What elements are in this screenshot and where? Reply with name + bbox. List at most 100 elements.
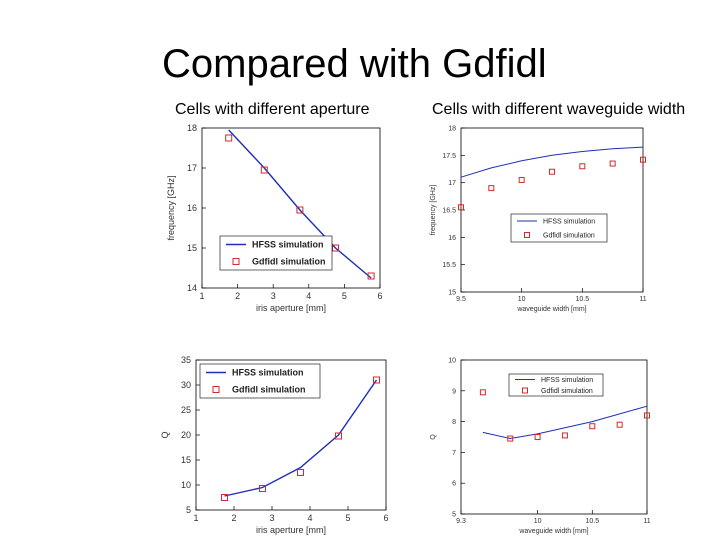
x-tick-label: 9.5 bbox=[456, 296, 466, 303]
x-tick-label: 5 bbox=[345, 513, 350, 523]
x-tick-label: 10.5 bbox=[576, 296, 590, 303]
x-tick-label: 4 bbox=[306, 291, 311, 301]
y-tick-label: 15.5 bbox=[442, 262, 456, 269]
x-tick-label: 3 bbox=[269, 513, 274, 523]
y-axis-label: Q bbox=[430, 434, 437, 440]
y-tick-label: 15 bbox=[181, 455, 191, 465]
y-tick-label: 5 bbox=[452, 511, 456, 518]
y-tick-label: 30 bbox=[181, 380, 191, 390]
chart-frequency-vs-aperture: 1 2 3 4 5 6 14 15 16 17 18 iris aperture [mm] freque… bbox=[166, 123, 383, 313]
x-tick-label: 11 bbox=[639, 296, 646, 303]
y-tick-label: 16 bbox=[448, 235, 456, 242]
y-tick-label: 16.5 bbox=[442, 207, 456, 214]
gdfidl-point bbox=[561, 432, 568, 439]
gdfidl-point bbox=[579, 163, 586, 170]
gdfidl-point bbox=[259, 485, 266, 492]
y-tick-label: 25 bbox=[181, 405, 191, 415]
gdfidl-point bbox=[549, 168, 555, 175]
gdfidl-point bbox=[458, 204, 464, 211]
y-axis-label: Q bbox=[160, 431, 170, 438]
legend-label: Gdfidl simulation bbox=[541, 388, 593, 395]
x-axis-label: waveguide width [mm] bbox=[518, 528, 588, 535]
x-tick-label: 2 bbox=[231, 513, 236, 523]
plot-frame bbox=[460, 127, 644, 293]
gdfidl-point bbox=[332, 244, 339, 252]
gdfidl-point bbox=[479, 389, 486, 396]
y-tick-label: 17.5 bbox=[442, 153, 456, 160]
chart-q-vs-waveguide: 9.3 10 10.5 11 5 6 7 8 9 10 waveguide width [mm] Q H… bbox=[430, 357, 651, 535]
legend-label: Gdfidl simulation bbox=[543, 232, 595, 239]
chart-frequency-vs-waveguide: 9.5 10 10.5 11 15 15.5 16 16.5 17 17.5 18 waveguide… bbox=[430, 125, 647, 313]
x-tick-label: 6 bbox=[383, 513, 388, 523]
x-tick-label: 11 bbox=[643, 518, 650, 525]
gdfidl-point bbox=[616, 421, 623, 428]
legend-label: HFSS simulation bbox=[252, 240, 324, 250]
hfss-series-line bbox=[228, 129, 372, 279]
y-tick-label: 10 bbox=[448, 357, 456, 364]
y-tick-label: 9 bbox=[452, 388, 456, 395]
y-tick-label: 7 bbox=[452, 450, 456, 457]
y-axis-label: frequency [GHz] bbox=[430, 185, 437, 236]
x-tick-label: 10 bbox=[534, 518, 542, 525]
hfss-series-line bbox=[224, 379, 378, 497]
legend-marker-swatch bbox=[522, 387, 528, 394]
y-tick-label: 17 bbox=[187, 163, 197, 173]
x-tick-label: 3 bbox=[271, 291, 276, 301]
legend-box bbox=[199, 363, 321, 399]
x-axis-label: iris aperture [mm] bbox=[256, 525, 326, 535]
gdfidl-point bbox=[335, 432, 342, 440]
gdfidl-point bbox=[640, 156, 646, 163]
x-tick-label: 10 bbox=[518, 296, 526, 303]
gdfidl-point bbox=[373, 376, 380, 384]
x-tick-label: 1 bbox=[193, 513, 198, 523]
x-tick-label: 1 bbox=[199, 291, 204, 301]
y-tick-label: 35 bbox=[181, 355, 191, 365]
x-tick-label: 6 bbox=[377, 291, 382, 301]
y-tick-label: 10 bbox=[181, 480, 191, 490]
x-axis-label: waveguide width [mm] bbox=[516, 306, 586, 313]
legend-marker-swatch bbox=[212, 386, 220, 393]
legend-label: HFSS simulation bbox=[543, 218, 595, 225]
x-tick-label: 2 bbox=[235, 291, 240, 301]
gdfidl-point bbox=[296, 206, 304, 214]
hfss-series-line bbox=[460, 146, 644, 178]
legend-label: Gdfidl simulation bbox=[232, 385, 306, 395]
gdfidl-point bbox=[260, 166, 268, 174]
y-tick-label: 18 bbox=[448, 125, 456, 132]
x-tick-label: 5 bbox=[342, 291, 347, 301]
legend-label: HFSS simulation bbox=[541, 377, 593, 384]
gdfidl-point bbox=[507, 435, 514, 442]
y-tick-label: 16 bbox=[187, 203, 197, 213]
y-tick-label: 8 bbox=[452, 419, 456, 426]
slide-title: Compared with Gdfidl bbox=[162, 42, 547, 86]
y-tick-label: 20 bbox=[181, 430, 191, 440]
legend-label: HFSS simulation bbox=[232, 368, 304, 378]
gdfidl-point bbox=[297, 469, 304, 476]
gdfidl-point bbox=[534, 434, 541, 440]
x-axis-label: iris aperture [mm] bbox=[256, 303, 326, 313]
legend-marker-swatch bbox=[524, 232, 530, 238]
legend-label: Gdfidl simulation bbox=[252, 257, 326, 267]
gdfidl-point bbox=[225, 134, 233, 142]
y-tick-label: 17 bbox=[448, 180, 456, 187]
x-tick-label: 10.5 bbox=[585, 518, 599, 525]
gdfidl-point bbox=[644, 412, 650, 419]
y-tick-label: 5 bbox=[186, 505, 191, 515]
y-tick-label: 15 bbox=[448, 289, 456, 296]
gdfidl-point bbox=[367, 272, 375, 280]
y-axis-label: frequency [GHz] bbox=[166, 175, 176, 240]
y-tick-label: 14 bbox=[187, 283, 197, 293]
legend-marker-swatch bbox=[232, 258, 240, 265]
hfss-series-line bbox=[482, 405, 648, 440]
gdfidl-point bbox=[221, 494, 228, 501]
gdfidl-point bbox=[488, 185, 495, 192]
gdfidl-point bbox=[518, 176, 525, 183]
y-tick-label: 6 bbox=[452, 481, 456, 488]
gdfidl-point bbox=[589, 423, 596, 430]
chart-q-vs-aperture: 1 2 3 4 5 6 5 10 15 20 25 30 35 iris aperture [mm] Q HF… bbox=[160, 355, 389, 535]
y-tick-label: 18 bbox=[187, 123, 197, 133]
subtitle-waveguide: Cells with different waveguide width bbox=[432, 101, 686, 118]
y-tick-label: 15 bbox=[187, 243, 197, 253]
subtitle-aperture: Cells with different aperture bbox=[175, 101, 370, 118]
x-tick-label: 4 bbox=[307, 513, 312, 523]
